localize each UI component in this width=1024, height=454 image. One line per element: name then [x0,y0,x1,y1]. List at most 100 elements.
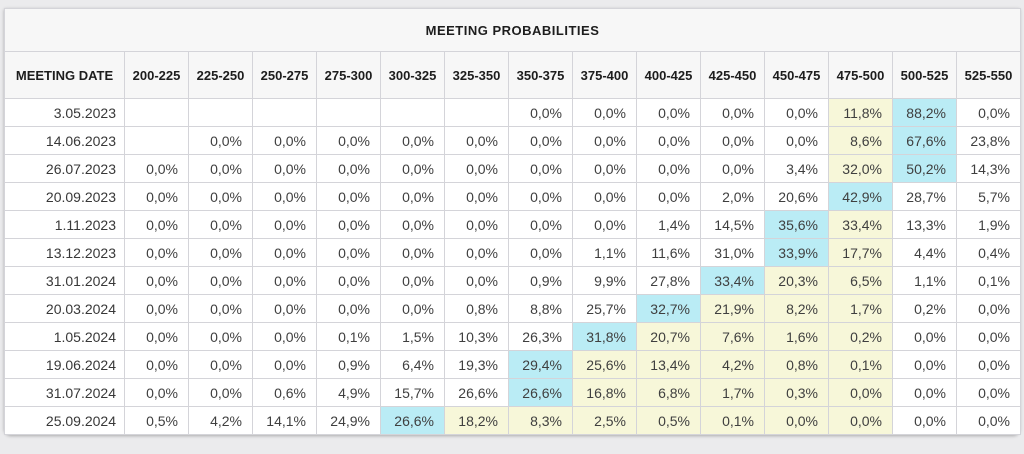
probability-cell: 0,0% [316,238,381,267]
probability-cell: 0,2% [892,294,957,323]
probability-cell [380,98,445,127]
probability-cell: 88,2% [892,98,957,127]
meeting-date-cell: 13.12.2023 [4,238,125,267]
probability-cell: 17,7% [828,238,893,267]
probability-cell: 0,0% [444,126,509,155]
probability-cell [252,98,317,127]
page-background: MEETING PROBABILITIES MEETING DATE 200-22… [3,8,1022,435]
probability-cell: 0,0% [252,266,317,295]
meeting-date-column-header: MEETING DATE [4,51,125,99]
probability-cell: 0,0% [316,182,381,211]
table-row: 20.09.2023 0,0% 0,0% 0,0% 0,0% 0,0% 0,0% 0,0% 0,… [4,182,1022,211]
probability-cell: 0,0% [316,266,381,295]
probability-cell: 20,6% [764,182,829,211]
rate-range-column-header: 400-425 [636,51,701,99]
probability-cell: 25,7% [572,294,637,323]
table-row: 31.07.2024 0,0% 0,0% 0,6% 4,9% 15,7% 26,6% 26,6… [4,378,1022,407]
probability-cell: 0,9% [508,266,573,295]
probability-cell: 0,0% [124,378,189,407]
probability-cell: 0,0% [252,350,317,379]
rate-range-column-header: 450-475 [764,51,829,99]
probability-cell: 0,0% [508,154,573,183]
probability-cell: 0,0% [188,378,253,407]
probability-cell: 11,6% [636,238,701,267]
probability-cell: 0,0% [252,238,317,267]
probability-cell: 0,0% [572,154,637,183]
table-row: 25.09.2024 0,5% 4,2% 14,1% 24,9% 26,6% 18,2% 8,… [4,406,1022,435]
meeting-date-cell: 14.06.2023 [4,126,125,155]
probability-cell: 18,2% [444,406,509,435]
probability-cell: 6,4% [380,350,445,379]
probability-cell: 15,7% [380,378,445,407]
probability-cell: 31,0% [700,238,765,267]
probability-cell: 0,0% [380,126,445,155]
table-row: 26.07.2023 0,0% 0,0% 0,0% 0,0% 0,0% 0,0% 0,0% 0,… [4,154,1022,183]
probability-cell: 0,0% [444,154,509,183]
meeting-date-cell: 26.07.2023 [4,154,125,183]
probability-cell: 0,0% [124,182,189,211]
probability-cell: 13,4% [636,350,701,379]
rate-range-column-header: 475-500 [828,51,893,99]
probability-cell: 0,0% [124,266,189,295]
rate-range-column-header: 250-275 [252,51,317,99]
probability-cell: 0,0% [124,350,189,379]
rate-range-column-header: 200-225 [124,51,189,99]
probability-cell: 9,9% [572,266,637,295]
probability-cell: 8,8% [508,294,573,323]
rate-range-column-header: 225-250 [188,51,253,99]
probability-cell: 0,0% [955,350,1022,379]
probability-cell: 1,6% [764,322,829,351]
table-header-row: MEETING DATE 200-225 225-250 250-275 275-300… [4,51,1022,99]
probability-cell: 0,3% [764,378,829,407]
probability-cell: 0,0% [188,238,253,267]
probability-cell: 0,0% [572,98,637,127]
probability-cell: 0,0% [124,210,189,239]
probability-cell: 0,0% [316,294,381,323]
probability-cell: 14,1% [252,406,317,435]
probability-cell: 20,3% [764,266,829,295]
probability-cell: 26,6% [380,406,445,435]
probability-cell: 0,0% [508,98,573,127]
probability-cell: 28,7% [892,182,957,211]
probability-cell: 0,0% [955,378,1022,407]
probability-cell: 0,0% [764,98,829,127]
probability-cell: 19,3% [444,350,509,379]
table-title: MEETING PROBABILITIES [3,8,1022,52]
meeting-date-cell: 31.01.2024 [4,266,125,295]
probability-cell: 0,0% [188,294,253,323]
probability-cell: 0,0% [444,266,509,295]
table-row: 19.06.2024 0,0% 0,0% 0,0% 0,9% 6,4% 19,3% 29,4%… [4,350,1022,379]
meeting-date-cell: 31.07.2024 [4,378,125,407]
probability-cell: 0,2% [828,322,893,351]
probability-cell: 0,0% [892,378,957,407]
probability-cell: 0,0% [124,238,189,267]
probability-cell: 20,7% [636,322,701,351]
probability-cell: 4,4% [892,238,957,267]
table-row: 1.05.2024 0,0% 0,0% 0,0% 0,1% 1,5% 10,3% 26,3% 3… [4,322,1022,351]
rate-range-column-header: 375-400 [572,51,637,99]
table-row: 14.06.2023 0,0% 0,0% 0,0% 0,0% 0,0% 0,0% 0,0% 0,… [4,126,1022,155]
probability-cell: 0,5% [636,406,701,435]
probability-cell: 0,0% [572,182,637,211]
table-row: 13.12.2023 0,0% 0,0% 0,0% 0,0% 0,0% 0,0% 0,0% 1,… [4,238,1022,267]
probability-cell: 26,3% [508,322,573,351]
probability-cell: 0,0% [252,294,317,323]
meeting-probabilities-table: MEETING PROBABILITIES MEETING DATE 200-22… [3,8,1022,435]
meeting-date-cell: 19.06.2024 [4,350,125,379]
probability-cell: 0,6% [252,378,317,407]
probability-cell [444,98,509,127]
table-row: 31.01.2024 0,0% 0,0% 0,0% 0,0% 0,0% 0,0% 0,9% 9,… [4,266,1022,295]
probability-cell: 0,0% [188,350,253,379]
probability-cell: 0,0% [508,126,573,155]
table-row: 1.11.2023 0,0% 0,0% 0,0% 0,0% 0,0% 0,0% 0,0% 0,0… [4,210,1022,239]
probability-cell: 16,8% [572,378,637,407]
meeting-date-cell: 1.11.2023 [4,210,125,239]
meeting-date-cell: 20.03.2024 [4,294,125,323]
probability-cell: 3,4% [764,154,829,183]
probability-cell: 0,0% [636,98,701,127]
probability-cell: 1,9% [955,210,1022,239]
probability-cell: 8,2% [764,294,829,323]
probability-cell: 32,0% [828,154,893,183]
probability-cell: 10,3% [444,322,509,351]
probability-cell: 0,0% [764,126,829,155]
